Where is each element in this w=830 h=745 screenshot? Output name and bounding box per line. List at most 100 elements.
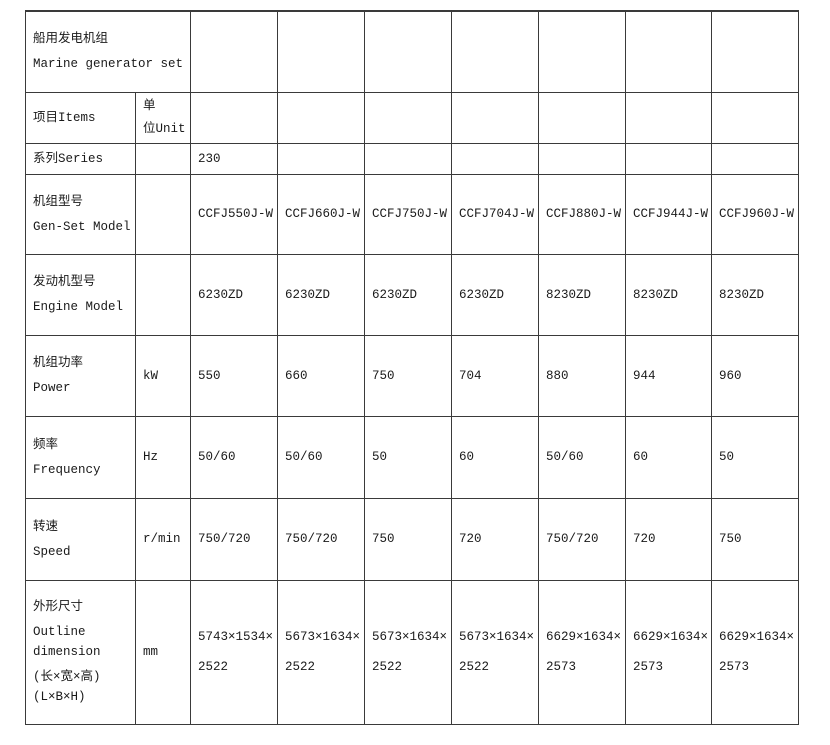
- engine-value: 6230ZD: [459, 287, 505, 302]
- value-cell: 6230ZD: [190, 253, 278, 336]
- dimension-value: 5673×1634× 2522: [285, 630, 361, 674]
- empty-cell: [625, 10, 712, 93]
- table-row-title: 船用发电机组 Marine generator set: [25, 10, 799, 93]
- value-cell: 6230ZD: [277, 253, 365, 336]
- frequency-value: 60: [459, 450, 475, 464]
- value-cell: CCFJ750J-W: [364, 173, 452, 255]
- unit-cell: [135, 173, 191, 255]
- value-cell: 750: [364, 497, 452, 581]
- value-cell: 50/60: [538, 415, 626, 499]
- engine-label-en: Engine Model: [33, 300, 124, 314]
- value-cell: 960: [711, 334, 799, 417]
- value-cell: 704: [451, 334, 539, 417]
- value-cell: 8230ZD: [625, 253, 712, 336]
- frequency-label-cn: 频率: [33, 437, 59, 452]
- model-value: CCFJ880J-W: [546, 207, 622, 221]
- empty-cell: [711, 142, 799, 175]
- dimension-value: 6629×1634× 2573: [719, 630, 795, 674]
- dimension-value: 6629×1634× 2573: [633, 630, 709, 674]
- model-value: CCFJ660J-W: [285, 207, 361, 221]
- dimension-label-cn: 外形尺寸: [33, 600, 84, 614]
- empty-cell: [277, 10, 365, 93]
- frequency-value: 50/60: [198, 450, 236, 464]
- power-value: 880: [546, 368, 569, 383]
- unit-cell: [135, 142, 191, 175]
- dimension-value: 6629×1634× 2573: [546, 630, 622, 674]
- empty-cell: [451, 142, 539, 175]
- unit-cell: [135, 253, 191, 336]
- empty-cell: [625, 142, 712, 175]
- power-label-cn: 机组功率: [33, 356, 84, 370]
- dimension-unit: mm: [143, 645, 159, 659]
- value-cell: CCFJ944J-W: [625, 173, 712, 255]
- dimension-value: 5673×1634× 2522: [459, 630, 535, 674]
- value-cell: 50/60: [277, 415, 365, 499]
- row-label-cell: 转速 Speed: [25, 497, 136, 581]
- dimension-value: 5743×1534× 2522: [198, 630, 274, 674]
- speed-value: 720: [459, 532, 482, 546]
- power-value: 960: [719, 368, 742, 383]
- frequency-value: 50/60: [285, 450, 323, 464]
- dimension-label-note: (长×宽×高) (L×B×H): [33, 670, 101, 704]
- speed-label-en: Speed: [33, 544, 71, 559]
- value-cell: 230: [190, 142, 278, 175]
- page: 船用发电机组 Marine generator set 项目Items 单 位U…: [25, 10, 799, 725]
- value-cell: 750: [711, 497, 799, 581]
- engine-value: 8230ZD: [546, 287, 592, 302]
- value-cell: 750/720: [190, 497, 278, 581]
- frequency-label-en: Frequency: [33, 462, 101, 477]
- unit-cell: r/min: [135, 497, 191, 581]
- value-cell: 750/720: [277, 497, 365, 581]
- table-row-dimension: 外形尺寸 Outline dimension (长×宽×高) (L×B×H) m…: [25, 579, 799, 725]
- value-cell: 50/60: [190, 415, 278, 499]
- empty-cell: [277, 142, 365, 175]
- engine-value: 6230ZD: [198, 287, 244, 302]
- frequency-value: 60: [633, 450, 649, 464]
- value-cell: 50: [364, 415, 452, 499]
- dimension-value: 5673×1634× 2522: [372, 630, 448, 674]
- value-cell: 660: [277, 334, 365, 417]
- value-cell: CCFJ660J-W: [277, 173, 365, 255]
- value-cell: CCFJ960J-W: [711, 173, 799, 255]
- unit-cell: mm: [135, 579, 191, 725]
- speed-value: 750: [372, 532, 395, 546]
- model-label-en: Gen-Set Model: [33, 219, 131, 234]
- frequency-unit: Hz: [143, 450, 159, 464]
- value-cell: 6230ZD: [451, 253, 539, 336]
- title-cell: 船用发电机组 Marine generator set: [25, 10, 191, 93]
- unit-cell: Hz: [135, 415, 191, 499]
- frequency-value: 50: [372, 450, 388, 464]
- value-cell: 880: [538, 334, 626, 417]
- power-value: 750: [372, 368, 395, 383]
- value-cell: 5673×1634× 2522: [277, 579, 365, 725]
- model-value: CCFJ550J-W: [198, 207, 274, 221]
- model-value: CCFJ944J-W: [633, 207, 709, 221]
- value-cell: 720: [451, 497, 539, 581]
- value-cell: 720: [625, 497, 712, 581]
- table-row-frequency: 频率 Frequency Hz 50/60 50/60 50 60 50/60 …: [25, 415, 799, 499]
- value-cell: CCFJ880J-W: [538, 173, 626, 255]
- frequency-value: 50/60: [546, 450, 584, 464]
- frequency-value: 50: [719, 450, 735, 464]
- table-row-speed: 转速 Speed r/min 750/720 750/720 750 720 7…: [25, 497, 799, 581]
- value-cell: CCFJ550J-W: [190, 173, 278, 255]
- empty-cell: [538, 142, 626, 175]
- value-cell: 8230ZD: [538, 253, 626, 336]
- value-cell: 60: [451, 415, 539, 499]
- unit-cell: kW: [135, 334, 191, 417]
- row-label-cell: 频率 Frequency: [25, 415, 136, 499]
- power-value: 550: [198, 368, 221, 383]
- empty-cell: [364, 91, 452, 144]
- series-value: 230: [198, 151, 221, 166]
- table-title-cn: 船用发电机组: [33, 32, 109, 47]
- value-cell: 60: [625, 415, 712, 499]
- table-row-genset-model: 机组型号 Gen-Set Model CCFJ550J-W CCFJ660J-W…: [25, 173, 799, 255]
- engine-value: 6230ZD: [372, 287, 418, 302]
- empty-cell: [190, 91, 278, 144]
- table-row-series: 系列Series 230: [25, 142, 799, 175]
- spec-table: 船用发电机组 Marine generator set 项目Items 单 位U…: [25, 10, 799, 725]
- dimension-label-en: Outline dimension: [33, 625, 101, 659]
- value-cell: 750: [364, 334, 452, 417]
- empty-cell: [711, 91, 799, 144]
- value-cell: 6629×1634× 2573: [625, 579, 712, 725]
